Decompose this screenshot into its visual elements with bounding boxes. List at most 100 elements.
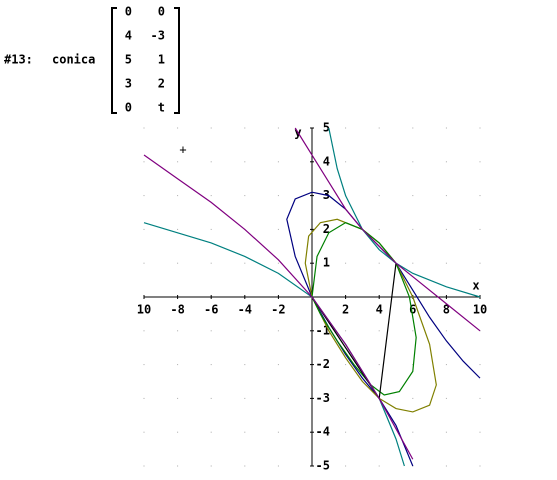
grid-dot (177, 195, 179, 197)
grid-dot (345, 127, 347, 129)
grid-dot (143, 262, 145, 264)
curve (311, 221, 417, 396)
grid-dot (143, 228, 145, 230)
grid-dot (345, 330, 347, 332)
matrix-cell: 0 (158, 5, 165, 19)
grid-dot (345, 161, 347, 163)
grid-dot (378, 262, 380, 264)
grid-dot (177, 262, 179, 264)
grid-dot (177, 161, 179, 163)
grid-dot (143, 195, 145, 197)
grid-dot (412, 431, 414, 433)
grid-dot (177, 397, 179, 399)
grid-dot (210, 195, 212, 197)
grid-dot (277, 262, 279, 264)
y-tick-label: -4 (316, 425, 330, 439)
x-tick-label: 2 (342, 303, 349, 317)
grid-dot (277, 127, 279, 129)
grid-dot (412, 127, 414, 129)
grid-dot (412, 397, 414, 399)
grid-dot (479, 195, 481, 197)
y-tick-label: -3 (316, 391, 330, 405)
matrix-cell: 2 (158, 77, 165, 91)
grid-dot (345, 364, 347, 366)
grid-dot (277, 195, 279, 197)
grid-dot (244, 195, 246, 197)
grid-dot (277, 228, 279, 230)
grid-dot (412, 330, 414, 332)
grid-dot (277, 161, 279, 163)
grid-dot (445, 330, 447, 332)
grid-dot (210, 431, 212, 433)
grid-dot (378, 465, 380, 467)
grid-dot (177, 330, 179, 332)
grid-dot (244, 397, 246, 399)
grid-dot (479, 364, 481, 366)
grid-dot (445, 364, 447, 366)
grid-dot (445, 262, 447, 264)
grid-dot (277, 397, 279, 399)
x-tick-label: -4 (238, 303, 252, 317)
grid-dot (378, 330, 380, 332)
y-tick-label: -5 (316, 459, 330, 473)
cursor-cross: + (179, 143, 186, 157)
grid-dot (210, 127, 212, 129)
matrix-cell: 4 (125, 29, 132, 43)
grid-dot (479, 431, 481, 433)
grid-dot (445, 161, 447, 163)
grid-dot (244, 465, 246, 467)
grid-dot (277, 364, 279, 366)
y-tick-label: -2 (316, 357, 330, 371)
matrix-cell: 5 (125, 53, 132, 67)
grid-dot (244, 127, 246, 129)
grid-dot (378, 195, 380, 197)
grid-dot (277, 431, 279, 433)
grid-dot (244, 431, 246, 433)
grid-dot (143, 431, 145, 433)
grid-dot (479, 127, 481, 129)
grid-dot (479, 161, 481, 163)
grid-dot (143, 364, 145, 366)
grid-dot (277, 330, 279, 332)
grid-dot (445, 465, 447, 467)
grid-dot (244, 262, 246, 264)
grid-dot (445, 397, 447, 399)
matrix-bracket-left (111, 7, 117, 114)
curve (328, 127, 481, 298)
grid-dot (143, 397, 145, 399)
grid-dot (412, 228, 414, 230)
grid-dot (479, 228, 481, 230)
curve (143, 222, 405, 467)
grid-dot (210, 397, 212, 399)
x-tick-label: 4 (376, 303, 383, 317)
grid-dot (378, 161, 380, 163)
grid-dot (412, 195, 414, 197)
matrix-cell: 0 (125, 101, 132, 115)
grid-dot (412, 161, 414, 163)
x-tick-label: 6 (409, 303, 416, 317)
grid-dot (143, 161, 145, 163)
curve (294, 127, 481, 332)
grid-dot (210, 228, 212, 230)
grid-dot (244, 161, 246, 163)
grid-dot (345, 431, 347, 433)
grid-dot (210, 262, 212, 264)
x-tick-label: -6 (204, 303, 218, 317)
grid-dot (244, 364, 246, 366)
grid-dot (143, 465, 145, 467)
matrix: 0 0 4 -3 5 1 3 2 0 t (125, 5, 165, 115)
grid-dot (210, 161, 212, 163)
grid-dot (378, 431, 380, 433)
grid-dot (143, 127, 145, 129)
grid-dot (412, 364, 414, 366)
grid-dot (378, 127, 380, 129)
grid-dot (412, 262, 414, 264)
grid-dot (345, 465, 347, 467)
grid-dot (177, 364, 179, 366)
grid-dot (210, 330, 212, 332)
x-tick-label: 8 (443, 303, 450, 317)
grid-dot (244, 330, 246, 332)
grid-dot (177, 228, 179, 230)
